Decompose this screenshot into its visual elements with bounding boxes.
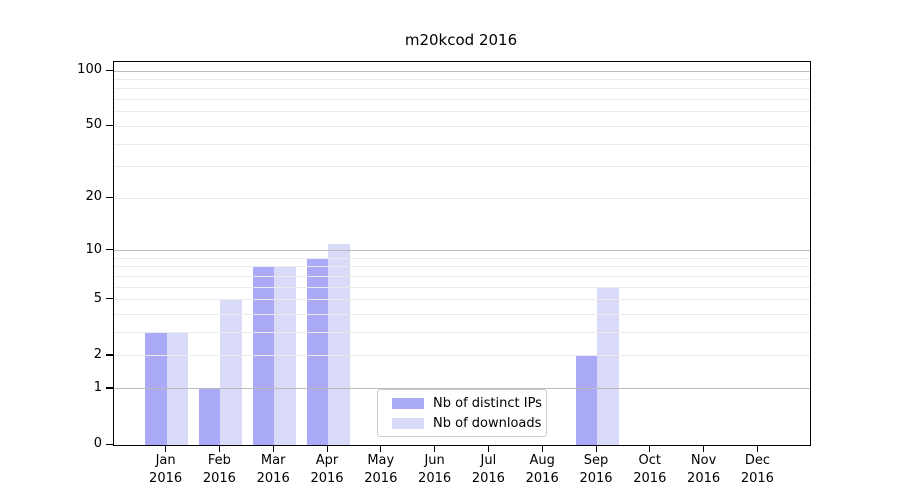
x-tick-month: Sep xyxy=(583,453,609,468)
gridline-minor xyxy=(114,166,810,168)
gridline-major xyxy=(114,250,810,252)
y-tick-label: 20 xyxy=(85,189,102,205)
x-tick-label-feb: Feb 2016 xyxy=(189,452,249,487)
x-tick-mark xyxy=(165,445,167,452)
y-tick-label: 10 xyxy=(85,241,102,257)
gridline-minor xyxy=(114,197,810,199)
x-tick-mark xyxy=(595,445,597,452)
x-tick-month: Aug xyxy=(529,453,555,468)
y-tick-mark xyxy=(106,124,113,127)
gridline-minor xyxy=(114,332,810,334)
x-tick-mark xyxy=(218,445,221,452)
x-tick-year: 2016 xyxy=(256,470,290,486)
y-tick-mark xyxy=(106,354,113,356)
y-tick-label: 5 xyxy=(93,290,102,306)
x-tick-month: Mar xyxy=(260,453,286,468)
x-tick-label-jul: Jul 2016 xyxy=(458,452,518,487)
x-tick-month: Dec xyxy=(744,453,770,468)
x-tick-year: 2016 xyxy=(149,470,183,486)
legend-row-downloads: Nb of downloads xyxy=(392,416,546,431)
gridline-minor xyxy=(114,88,810,90)
gridline-minor xyxy=(114,299,810,301)
legend-swatch-downloads xyxy=(392,417,424,429)
x-tick-label-nov: Nov 2016 xyxy=(674,452,734,487)
x-tick-year: 2016 xyxy=(740,470,774,486)
x-tick-label-may: May 2016 xyxy=(351,452,411,487)
x-tick-label-jun: Jun 2016 xyxy=(405,452,465,487)
gridline-minor xyxy=(114,266,810,268)
x-tick-year: 2016 xyxy=(471,470,505,486)
x-tick-year: 2016 xyxy=(633,470,667,486)
x-tick-label-jan: Jan 2016 xyxy=(136,452,196,487)
x-tick-label-oct: Oct 2016 xyxy=(620,452,680,487)
chart-title: m20kcod 2016 xyxy=(404,31,518,49)
bar-downloads-sep xyxy=(597,287,619,445)
x-tick-label-apr: Apr 2016 xyxy=(297,452,357,487)
x-tick-mark xyxy=(756,445,759,452)
plot-area xyxy=(113,61,811,446)
y-tick-mark xyxy=(106,196,113,198)
x-tick-label-dec: Dec 2016 xyxy=(727,452,787,487)
y-tick-label: 100 xyxy=(77,62,102,77)
legend: Nb of distinct IPs Nb of downloads xyxy=(377,389,547,437)
y-tick-mark xyxy=(106,443,113,445)
gridline-minor xyxy=(114,355,810,357)
bar-ips-feb xyxy=(198,388,221,445)
y-tick-label: 1 xyxy=(93,379,102,395)
x-tick-mark xyxy=(272,445,274,452)
x-tick-label-aug: Aug 2016 xyxy=(512,452,572,487)
x-tick-month: Jun xyxy=(424,453,445,468)
y-tick-label: 2 xyxy=(93,346,102,362)
bar-downloads-apr xyxy=(328,243,350,445)
x-tick-year: 2016 xyxy=(687,470,721,486)
y-tick-mark xyxy=(106,298,113,300)
x-tick-mark xyxy=(380,445,382,452)
y-tick-label: 0 xyxy=(93,436,102,451)
x-tick-mark xyxy=(541,445,543,452)
y-tick-mark xyxy=(106,387,113,389)
y-tick-label: 50 xyxy=(85,117,102,133)
x-tick-mark xyxy=(434,445,436,452)
x-tick-year: 2016 xyxy=(310,470,344,486)
x-tick-month: Feb xyxy=(207,453,231,468)
x-tick-month: Apr xyxy=(315,453,339,468)
x-tick-month: Oct xyxy=(638,453,662,468)
x-tick-mark xyxy=(326,445,328,452)
x-tick-year: 2016 xyxy=(202,470,236,486)
y-tick-mark xyxy=(106,249,113,251)
gridline-minor xyxy=(114,78,810,80)
bar-ips-apr xyxy=(306,258,328,445)
x-tick-year: 2016 xyxy=(525,470,559,486)
x-tick-year: 2016 xyxy=(364,470,398,486)
legend-swatch-distinct-ips xyxy=(392,397,424,409)
x-tick-label-sep: Sep 2016 xyxy=(566,452,626,487)
x-tick-year: 2016 xyxy=(579,470,613,486)
x-tick-month: Nov xyxy=(690,453,717,468)
x-tick-month: Jan xyxy=(155,453,176,468)
x-tick-mark xyxy=(487,445,490,452)
gridline-minor xyxy=(114,286,810,288)
gridline-minor xyxy=(114,314,810,316)
gridline-minor xyxy=(114,257,810,259)
x-tick-month: Jul xyxy=(480,453,497,468)
gridline-minor xyxy=(114,275,810,277)
gridline-major xyxy=(114,70,810,72)
legend-row-distinct-ips: Nb of distinct IPs xyxy=(392,396,546,411)
gridline-minor xyxy=(114,111,810,113)
gridline-minor xyxy=(114,125,810,127)
gridline-minor xyxy=(114,99,810,101)
x-tick-label-mar: Mar 2016 xyxy=(243,452,303,487)
y-tick-mark xyxy=(106,69,113,71)
x-tick-mark xyxy=(649,445,651,452)
bar-ips-sep xyxy=(575,355,597,445)
bar-downloads-feb xyxy=(220,299,242,445)
gridline-major xyxy=(114,388,810,390)
gridline-minor xyxy=(114,143,810,145)
x-tick-mark xyxy=(703,445,705,452)
legend-label-distinct-ips: Nb of distinct IPs xyxy=(433,395,542,411)
legend-label-downloads: Nb of downloads xyxy=(433,415,542,431)
x-tick-year: 2016 xyxy=(418,470,452,486)
x-tick-month: May xyxy=(367,453,395,468)
